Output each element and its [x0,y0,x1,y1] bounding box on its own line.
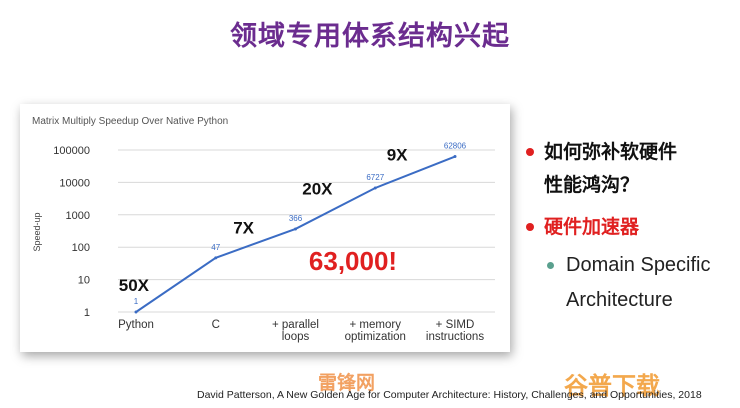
watermark-logo-right: 谷普下载 [564,372,660,400]
y-tick-label: 100 [72,242,90,254]
bullet-text: 如何弥补软硬件 [544,141,678,163]
bullet-dot-icon [526,148,534,156]
data-point [373,186,377,190]
data-point [294,227,297,231]
y-tick-label: 10000 [59,177,90,189]
y-tick-label: 1000 [66,210,90,222]
sub-bullet-text-continued: Architecture [566,289,673,311]
x-tick-label: Python [118,319,154,331]
step-speedup-label: 9X [387,145,408,164]
bullet-list: 如何弥补软硬件 性能鸿沟？ 硬件加速器 Domain Specific Arch… [522,136,737,318]
sub-bullet-text: Domain Specific [566,254,711,276]
x-tick-label: optimization [345,331,406,343]
y-tick-label: 10 [78,275,90,287]
x-tick-label: instructions [426,331,484,343]
data-label: 47 [211,243,220,252]
bullet-item-gap: 如何弥补软硬件 性能鸿沟？ [522,136,737,202]
x-tick-label: + SIMD [436,319,475,331]
data-label: 366 [289,214,303,223]
y-tick-label: 1 [84,307,90,319]
speedup-chart: Matrix Multiply Speedup Over Native Pyth… [20,104,510,352]
step-speedup-label: 50X [119,276,150,295]
step-speedup-label: 7X [233,218,254,237]
x-tick-label: C [212,319,220,331]
data-point [214,256,218,260]
y-tick-label: 100000 [53,145,90,157]
data-point [134,310,138,314]
y-axis-label: Speed-up [32,212,42,251]
bullet-item-accelerator: 硬件加速器 [522,211,737,244]
sub-bullet-item-dsa: Domain Specific Architecture [522,248,737,318]
chart-title: Matrix Multiply Speedup Over Native Pyth… [32,116,228,127]
data-label: 62806 [444,142,467,151]
watermark-logo-left: 雷锋网 [318,372,376,394]
total-speedup-highlight: 63,000! [309,246,397,276]
series-line [135,155,456,313]
x-tick-label: + parallel [272,319,319,331]
x-tick-label: + memory [350,319,402,331]
step-speedup-label: 20X [302,179,333,198]
x-tick-label: loops [282,331,310,343]
chart-canvas: Matrix Multiply Speedup Over Native Pyth… [32,116,495,343]
bullet-text-continued: 性能鸿沟？ [544,174,640,196]
bullet-text-highlight: 硬件加速器 [544,216,640,238]
sub-bullet-dot-icon [547,262,554,269]
data-label: 6727 [366,173,384,182]
data-point [453,155,457,159]
data-label: 1 [134,297,139,306]
slide-title: 领域专用体系结构兴起 [230,21,510,52]
citation-text: David Patterson, A New Golden Age for Co… [197,389,702,401]
bullet-dot-icon [526,223,534,231]
